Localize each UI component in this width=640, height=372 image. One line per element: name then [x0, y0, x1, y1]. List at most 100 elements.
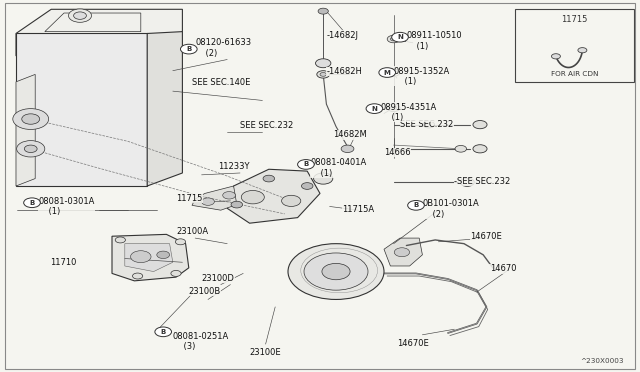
Text: B: B [29, 200, 35, 206]
Circle shape [408, 201, 424, 210]
Text: 11710: 11710 [51, 258, 77, 267]
Text: 11715A: 11715A [342, 205, 374, 214]
Circle shape [231, 201, 243, 208]
Circle shape [455, 145, 467, 152]
Text: 23100D: 23100D [202, 274, 234, 283]
Text: 08081-0401A
    (1): 08081-0401A (1) [310, 158, 367, 178]
Circle shape [322, 263, 350, 280]
Text: B: B [161, 329, 166, 335]
Text: -14682H: -14682H [326, 67, 362, 76]
Ellipse shape [37, 67, 53, 81]
Text: 23100A: 23100A [176, 227, 208, 236]
Bar [515, 9, 634, 82]
Text: B: B [303, 161, 308, 167]
Circle shape [298, 160, 314, 169]
Ellipse shape [37, 93, 53, 108]
Text: SEE SEC.140E: SEE SEC.140E [192, 78, 250, 87]
Circle shape [473, 121, 487, 129]
Circle shape [68, 9, 92, 22]
Text: 08915-1352A
    (1): 08915-1352A (1) [394, 67, 450, 86]
Ellipse shape [82, 90, 98, 104]
Text: 08120-61633
    (2): 08120-61633 (2) [195, 38, 252, 58]
Text: 08911-10510
    (1): 08911-10510 (1) [406, 31, 462, 51]
Polygon shape [125, 244, 173, 272]
Text: B: B [413, 202, 419, 208]
Text: 11715: 11715 [176, 194, 202, 203]
Circle shape [341, 145, 354, 153]
Polygon shape [45, 13, 141, 32]
Circle shape [318, 8, 328, 14]
Polygon shape [227, 169, 320, 223]
Ellipse shape [60, 60, 76, 74]
Text: 08915-4351A
    (1): 08915-4351A (1) [381, 103, 437, 122]
Polygon shape [16, 33, 147, 186]
Circle shape [157, 251, 170, 259]
Circle shape [241, 190, 264, 204]
Text: 14666: 14666 [384, 148, 411, 157]
Circle shape [115, 237, 125, 243]
Text: 14670: 14670 [490, 264, 516, 273]
Circle shape [316, 59, 331, 68]
Text: ^230X0003: ^230X0003 [580, 358, 624, 364]
Circle shape [578, 48, 587, 53]
Text: 08081-0301A
    (1): 08081-0301A (1) [38, 197, 95, 216]
Circle shape [460, 178, 474, 186]
Text: 14682M: 14682M [333, 130, 367, 139]
Text: -SEE SEC.232: -SEE SEC.232 [454, 177, 511, 186]
Polygon shape [384, 238, 422, 266]
Circle shape [180, 44, 197, 54]
Text: FOR AIR CDN: FOR AIR CDN [550, 71, 598, 77]
Circle shape [202, 198, 214, 205]
Circle shape [390, 71, 397, 74]
Circle shape [24, 198, 40, 208]
Circle shape [390, 37, 397, 41]
Circle shape [387, 35, 400, 43]
Ellipse shape [82, 60, 98, 74]
Text: N: N [371, 106, 378, 112]
Text: 14670E: 14670E [470, 232, 502, 241]
Text: 23100E: 23100E [250, 348, 281, 357]
Circle shape [379, 68, 396, 77]
Circle shape [132, 273, 143, 279]
Text: SEE SEC.232: SEE SEC.232 [400, 121, 453, 129]
Circle shape [552, 54, 561, 59]
Circle shape [155, 327, 172, 337]
Circle shape [387, 69, 400, 76]
Text: 11233Y: 11233Y [218, 162, 249, 171]
Circle shape [314, 173, 333, 184]
Text: 11715: 11715 [561, 15, 588, 24]
Circle shape [223, 192, 236, 199]
Ellipse shape [60, 90, 76, 104]
Text: 14670E: 14670E [397, 339, 429, 347]
Circle shape [387, 104, 400, 112]
Text: 08081-0251A
    (3): 08081-0251A (3) [173, 332, 229, 351]
Circle shape [392, 32, 408, 42]
Text: M: M [384, 70, 390, 76]
Circle shape [423, 121, 435, 128]
Circle shape [13, 109, 49, 129]
Circle shape [473, 145, 487, 153]
Ellipse shape [104, 90, 120, 104]
Circle shape [282, 195, 301, 206]
Circle shape [366, 104, 383, 113]
Circle shape [171, 270, 181, 276]
Circle shape [22, 114, 40, 124]
Circle shape [131, 251, 151, 263]
Circle shape [304, 253, 368, 290]
Circle shape [320, 73, 326, 76]
Polygon shape [112, 234, 189, 281]
Text: B: B [186, 46, 191, 52]
Circle shape [74, 12, 86, 19]
Circle shape [317, 71, 330, 78]
Text: -14682J: -14682J [326, 31, 358, 40]
Circle shape [288, 244, 384, 299]
Polygon shape [147, 32, 182, 186]
Polygon shape [16, 74, 35, 186]
Ellipse shape [104, 60, 120, 74]
Text: SEE SEC.232: SEE SEC.232 [240, 121, 293, 130]
Polygon shape [192, 186, 237, 210]
Circle shape [263, 175, 275, 182]
Text: N: N [397, 34, 403, 40]
Text: 23100B: 23100B [189, 287, 221, 296]
Polygon shape [16, 9, 182, 56]
